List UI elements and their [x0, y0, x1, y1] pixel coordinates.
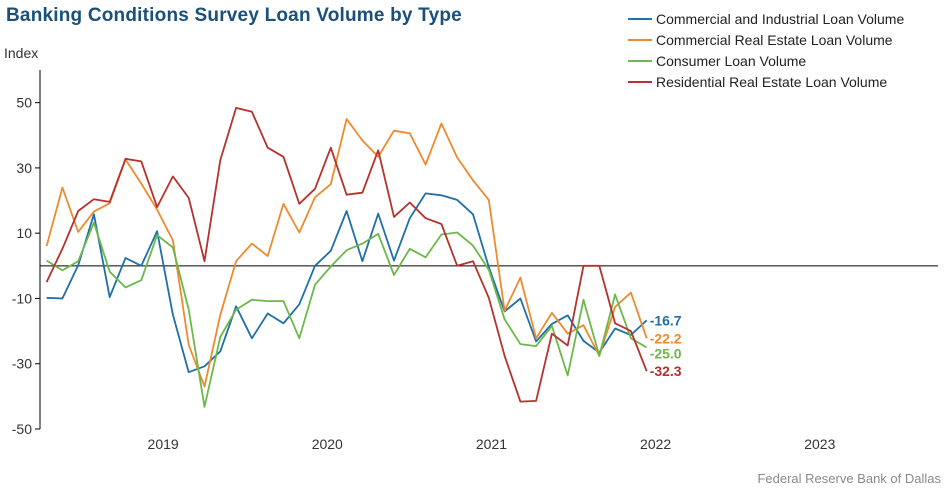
y-axis-unit-label: Index: [4, 45, 38, 61]
axes: Index: [4, 45, 938, 429]
legend: Commercial and Industrial Loan Volume Com…: [628, 11, 904, 90]
x-tick-label: 2023: [804, 436, 835, 452]
legend-label: Commercial Real Estate Loan Volume: [656, 32, 893, 48]
y-tick-label: 30: [16, 160, 32, 176]
y-tick-label: -30: [12, 356, 32, 372]
series-line-2: [46, 221, 648, 408]
legend-label: Residential Real Estate Loan Volume: [656, 74, 887, 90]
y-tick-label: 10: [16, 225, 32, 241]
legend-label: Consumer Loan Volume: [656, 53, 806, 69]
series-line-0: [46, 192, 648, 374]
series-line-3: [45, 107, 648, 403]
x-tick-label: 2020: [312, 436, 343, 452]
series-end-label: -25.0: [650, 345, 682, 361]
source-note: Federal Reserve Bank of Dallas: [757, 471, 941, 486]
x-tick-label: 2022: [640, 436, 671, 452]
legend-label: Commercial and Industrial Loan Volume: [656, 11, 904, 27]
chart-title: Banking Conditions Survey Loan Volume by…: [6, 5, 462, 26]
y-tick-label: -50: [12, 421, 32, 437]
x-tick-label: 2021: [476, 436, 507, 452]
x-tick-label: 2019: [148, 436, 179, 452]
y-tick-label: 50: [16, 95, 32, 111]
x-ticks: 2019 2020 2021 2022 2023: [148, 436, 836, 452]
end-labels: -16.7 -22.2-25.0 -32.3: [650, 312, 682, 379]
y-tick-label: -10: [12, 290, 32, 306]
series-lines: [45, 107, 648, 408]
series-end-label: -22.2: [650, 330, 682, 346]
series-end-label: -32.3: [650, 363, 682, 379]
series-line-1: [45, 118, 648, 388]
series-end-label: -16.7: [650, 312, 682, 328]
y-ticks: 50 30 10 -10 -30 -50: [12, 95, 40, 437]
